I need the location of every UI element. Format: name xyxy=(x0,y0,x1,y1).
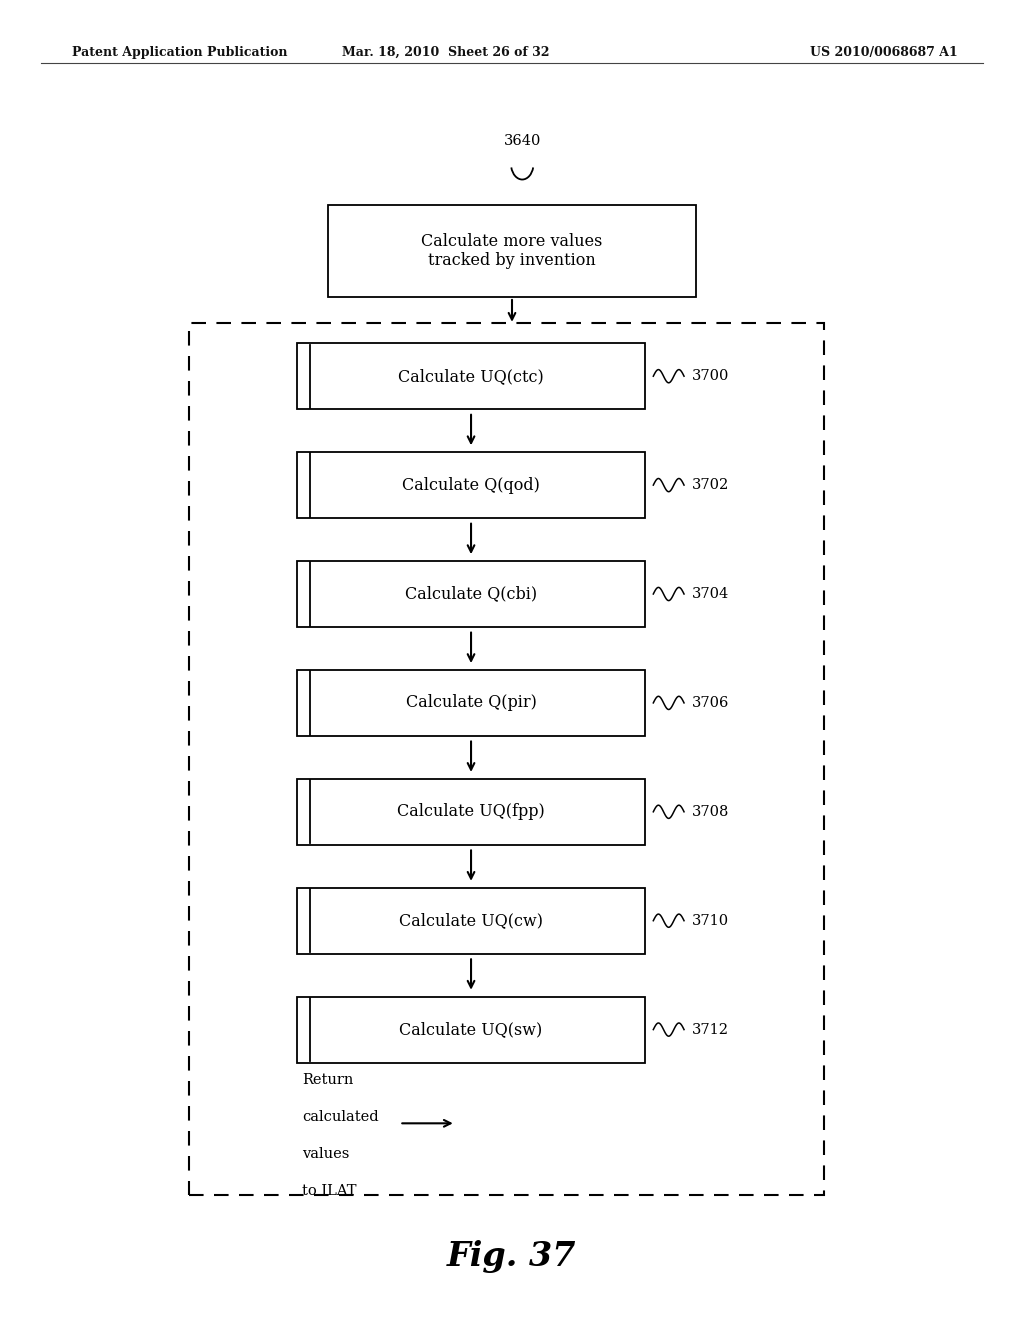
Text: 3706: 3706 xyxy=(692,696,729,710)
Bar xyxy=(297,343,645,409)
Text: Calculate Q(cbi): Calculate Q(cbi) xyxy=(404,586,538,602)
Text: to ILAT: to ILAT xyxy=(302,1184,356,1199)
Bar xyxy=(297,997,645,1063)
Text: 3702: 3702 xyxy=(692,478,729,492)
Bar xyxy=(297,671,645,737)
Text: Calculate UQ(sw): Calculate UQ(sw) xyxy=(399,1022,543,1038)
Text: 3710: 3710 xyxy=(692,913,729,928)
Bar xyxy=(297,779,645,845)
Text: Calculate more values
tracked by invention: Calculate more values tracked by inventi… xyxy=(421,232,603,269)
Bar xyxy=(297,561,645,627)
Text: values: values xyxy=(302,1147,349,1162)
Text: Patent Application Publication: Patent Application Publication xyxy=(72,46,287,59)
Text: Fig. 37: Fig. 37 xyxy=(447,1241,577,1272)
Text: Calculate UQ(fpp): Calculate UQ(fpp) xyxy=(397,804,545,820)
Text: 3704: 3704 xyxy=(692,587,729,601)
Text: 3700: 3700 xyxy=(692,370,729,383)
Bar xyxy=(189,323,824,1195)
Text: US 2010/0068687 A1: US 2010/0068687 A1 xyxy=(810,46,957,59)
Text: Calculate Q(qod): Calculate Q(qod) xyxy=(402,477,540,494)
Bar xyxy=(297,453,645,519)
Text: 3640: 3640 xyxy=(504,133,541,148)
Bar xyxy=(328,205,696,297)
Text: 3708: 3708 xyxy=(692,805,729,818)
Text: Return: Return xyxy=(302,1073,353,1088)
Text: 3712: 3712 xyxy=(692,1023,729,1036)
Text: Mar. 18, 2010  Sheet 26 of 32: Mar. 18, 2010 Sheet 26 of 32 xyxy=(342,46,549,59)
Bar xyxy=(297,888,645,954)
Text: Calculate UQ(ctc): Calculate UQ(ctc) xyxy=(398,368,544,384)
Text: Calculate UQ(cw): Calculate UQ(cw) xyxy=(399,912,543,929)
Text: Calculate Q(pir): Calculate Q(pir) xyxy=(406,694,537,711)
Text: calculated: calculated xyxy=(302,1110,379,1125)
